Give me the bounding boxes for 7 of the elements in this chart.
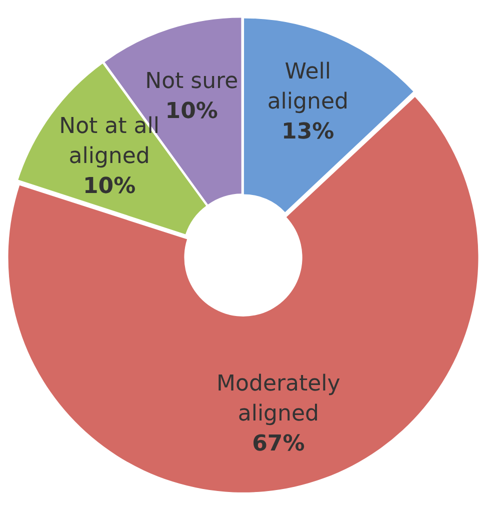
data-label: 10%	[82, 174, 136, 199]
data-label: 13%	[282, 120, 334, 145]
slice-label: Not sure	[145, 69, 238, 94]
slice-label: Well aligned	[267, 60, 348, 115]
data-label: 67%	[252, 431, 305, 456]
slice-label: Moderately aligned	[216, 371, 340, 426]
data-label: 10%	[165, 99, 218, 124]
